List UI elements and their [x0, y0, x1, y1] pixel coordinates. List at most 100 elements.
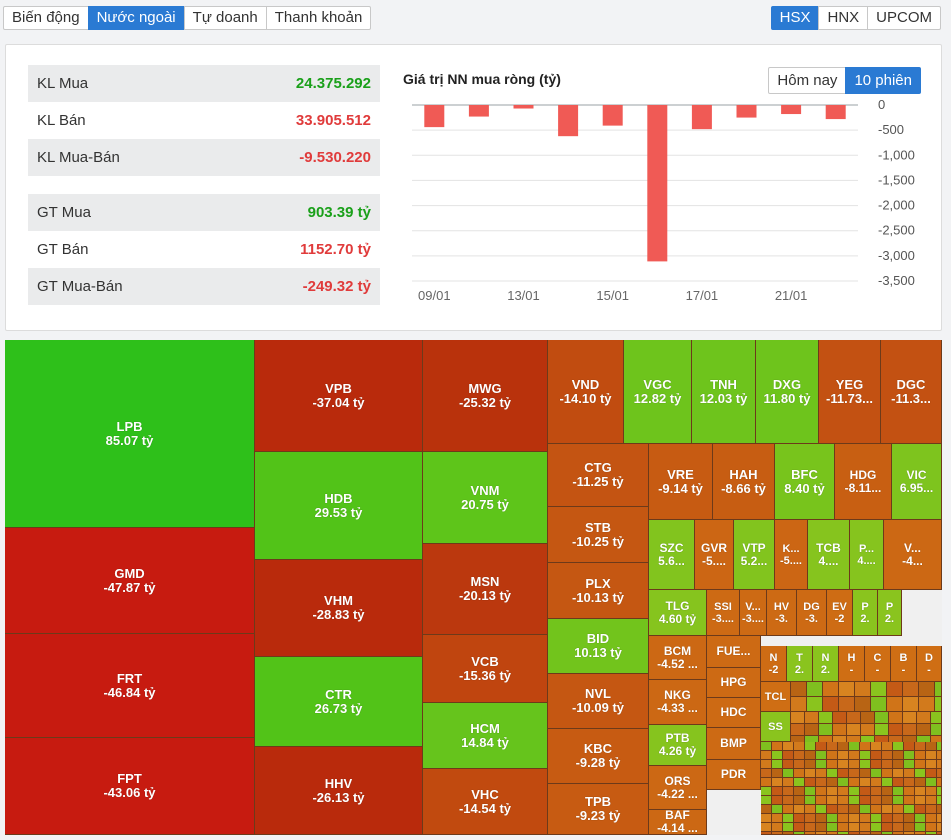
- tab-1[interactable]: Nước ngoài: [87, 6, 185, 30]
- treemap-small-cell[interactable]: [904, 787, 915, 796]
- treemap-cell[interactable]: PTB 4.26 tỷ: [649, 725, 707, 766]
- treemap-small-cell[interactable]: [860, 751, 871, 760]
- treemap-small-cell[interactable]: [805, 769, 816, 778]
- treemap-small-cell[interactable]: [823, 697, 839, 712]
- treemap-cell[interactable]: TCL: [761, 682, 791, 712]
- treemap-small-cell[interactable]: [761, 769, 772, 778]
- treemap-small-cell[interactable]: [926, 796, 937, 805]
- treemap-small-cell[interactable]: [849, 769, 860, 778]
- treemap-small-cell[interactable]: [904, 769, 915, 778]
- treemap-small-cell[interactable]: [926, 823, 937, 832]
- treemap-small-cell[interactable]: [783, 787, 794, 796]
- treemap-small-cell[interactable]: [794, 805, 805, 814]
- treemap-small-cell[interactable]: [772, 742, 783, 751]
- treemap-small-cell[interactable]: [827, 760, 838, 769]
- treemap-small-cell[interactable]: [871, 697, 887, 712]
- treemap-small-cell[interactable]: [805, 724, 819, 736]
- treemap-small-cell[interactable]: [893, 778, 904, 787]
- treemap-cell[interactable]: HPG: [707, 668, 761, 698]
- treemap-small-cell[interactable]: [882, 832, 893, 835]
- treemap-cell[interactable]: STB -10.25 tỷ: [548, 507, 649, 563]
- treemap-small-cell[interactable]: [882, 805, 893, 814]
- treemap-cell[interactable]: DGC -11.3...: [881, 340, 942, 444]
- treemap-small-cell[interactable]: [871, 751, 882, 760]
- treemap-small-cell[interactable]: [926, 742, 937, 751]
- treemap-small-cell[interactable]: [794, 796, 805, 805]
- treemap-cell[interactable]: VPB -37.04 tỷ: [255, 340, 423, 452]
- treemap-cell[interactable]: VND -14.10 tỷ: [548, 340, 624, 444]
- treemap-small-cell[interactable]: [761, 823, 772, 832]
- treemap-small-cell[interactable]: [827, 823, 838, 832]
- treemap-small-cell[interactable]: [805, 787, 816, 796]
- treemap-small-cell[interactable]: [827, 805, 838, 814]
- treemap-small-cell[interactable]: [772, 796, 783, 805]
- treemap-cell[interactable]: FRT -46.84 tỷ: [5, 634, 255, 738]
- treemap-small-cell[interactable]: [833, 724, 847, 736]
- treemap-cell[interactable]: V... -4...: [884, 520, 942, 590]
- treemap-small-cell[interactable]: [827, 832, 838, 835]
- treemap-cell[interactable]: CTG -11.25 tỷ: [548, 444, 649, 507]
- treemap-small-cell[interactable]: [816, 778, 827, 787]
- treemap-small-cell[interactable]: [882, 823, 893, 832]
- treemap-cell[interactable]: BAF -4.14 ...: [649, 810, 707, 835]
- treemap-small-cell[interactable]: [882, 787, 893, 796]
- treemap-small-cell[interactable]: [855, 697, 871, 712]
- treemap-small-cell[interactable]: [816, 805, 827, 814]
- treemap-small-cell[interactable]: [838, 796, 849, 805]
- treemap-small-cell[interactable]: [805, 712, 819, 724]
- treemap-small-cell[interactable]: [931, 724, 942, 736]
- treemap-small-cell[interactable]: [926, 760, 937, 769]
- treemap-small-cell[interactable]: [816, 823, 827, 832]
- treemap-small-cell[interactable]: [904, 778, 915, 787]
- treemap-cell[interactable]: C-: [865, 646, 891, 682]
- treemap-small-cell[interactable]: [838, 814, 849, 823]
- treemap-small-cell[interactable]: [827, 769, 838, 778]
- treemap-small-cell[interactable]: [937, 823, 942, 832]
- treemap-small-cell[interactable]: [805, 796, 816, 805]
- treemap-small-cell[interactable]: [882, 796, 893, 805]
- treemap-small-cell[interactable]: [772, 760, 783, 769]
- treemap-small-cell[interactable]: [827, 787, 838, 796]
- treemap-small-cell[interactable]: [915, 751, 926, 760]
- treemap-small-cell[interactable]: [917, 724, 931, 736]
- treemap-small-cell[interactable]: [805, 814, 816, 823]
- treemap-small-cell[interactable]: [860, 760, 871, 769]
- treemap-small-cell[interactable]: [935, 697, 942, 712]
- treemap-cell[interactable]: CTR 26.73 tỷ: [255, 657, 423, 747]
- treemap-small-cell[interactable]: [849, 751, 860, 760]
- treemap-small-cell[interactable]: [915, 742, 926, 751]
- treemap-small-cell[interactable]: [761, 787, 772, 796]
- treemap-small-cell[interactable]: [860, 814, 871, 823]
- treemap-small-cell[interactable]: [861, 724, 875, 736]
- treemap-small-cell[interactable]: [783, 805, 794, 814]
- treemap-small-cell[interactable]: [791, 682, 807, 697]
- treemap-small-cell[interactable]: [823, 682, 839, 697]
- tab-3[interactable]: Thanh khoản: [265, 6, 372, 30]
- treemap-cell[interactable]: B-: [891, 646, 917, 682]
- treemap-small-cell[interactable]: [917, 712, 931, 724]
- treemap-small-cell[interactable]: [816, 787, 827, 796]
- bar-16/01[interactable]: [647, 105, 668, 262]
- treemap-cell[interactable]: GMD -47.87 tỷ: [5, 528, 255, 634]
- treemap-small-cell[interactable]: [794, 778, 805, 787]
- treemap-small-cell[interactable]: [887, 697, 903, 712]
- treemap-cell[interactable]: FUE...: [707, 636, 761, 668]
- treemap-small-cell[interactable]: [875, 724, 889, 736]
- treemap-small-cell[interactable]: [849, 796, 860, 805]
- treemap-small-cell[interactable]: [794, 823, 805, 832]
- tab-2[interactable]: Tự doanh: [183, 6, 267, 30]
- treemap-cell[interactable]: TPB -9.23 tỷ: [548, 784, 649, 835]
- treemap-small-cell[interactable]: [838, 769, 849, 778]
- treemap-cell[interactable]: YEG -11.73...: [819, 340, 881, 444]
- treemap-small-cell[interactable]: [772, 823, 783, 832]
- treemap-cell[interactable]: HDB 29.53 tỷ: [255, 452, 423, 560]
- treemap-small-cell[interactable]: [882, 814, 893, 823]
- treemap-small-cell[interactable]: [761, 760, 772, 769]
- treemap-small-cell[interactable]: [827, 742, 838, 751]
- treemap-cell[interactable]: KBC -9.28 tỷ: [548, 729, 649, 784]
- treemap-small-cell[interactable]: [816, 814, 827, 823]
- treemap-small-cell[interactable]: [805, 742, 816, 751]
- treemap-small-cell[interactable]: [838, 751, 849, 760]
- treemap-small-cell[interactable]: [926, 814, 937, 823]
- treemap-cell[interactable]: MSN -20.13 tỷ: [423, 544, 548, 635]
